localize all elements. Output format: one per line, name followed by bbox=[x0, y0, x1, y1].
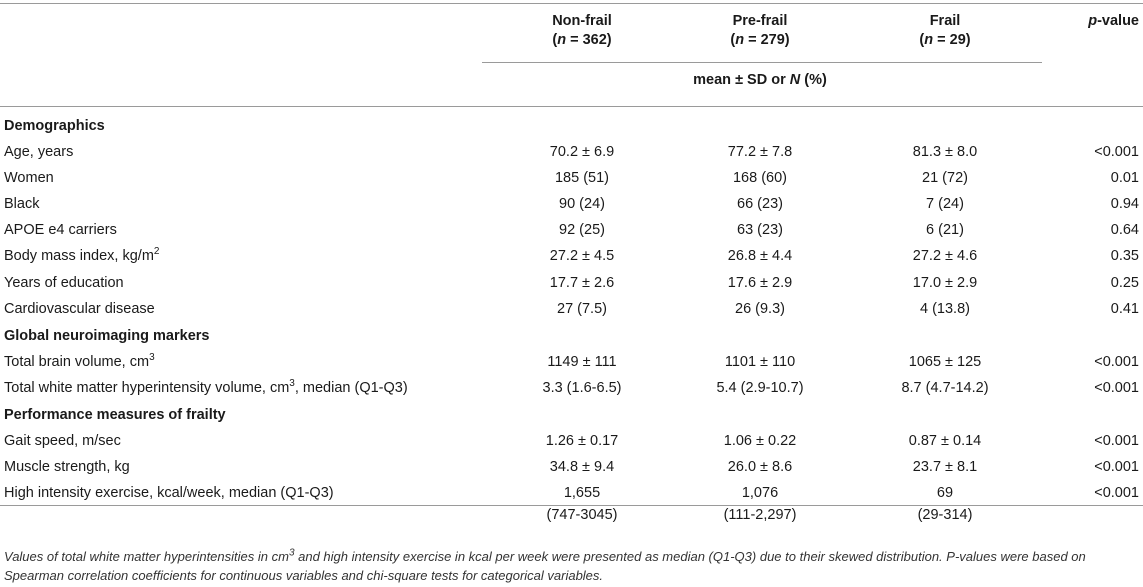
header-frail: Frail (n = 29) bbox=[919, 13, 971, 48]
section-title: Demographics bbox=[4, 118, 105, 134]
table-bottom-rule bbox=[0, 505, 1143, 506]
header-pvalue: p-value bbox=[1088, 13, 1139, 29]
section-title: Global neuroimaging markers bbox=[4, 328, 210, 344]
header-bottom-rule bbox=[0, 106, 1143, 107]
header-subrule bbox=[482, 62, 1042, 63]
header-stat-label: mean ± SD or N (%) bbox=[693, 72, 827, 88]
section-title: Performance measures of frailty bbox=[4, 407, 226, 423]
top-rule bbox=[0, 3, 1143, 4]
header-nonfrail: Non-frail (n = 362) bbox=[552, 13, 612, 48]
header-prefrail: Pre-frail (n = 279) bbox=[730, 13, 790, 48]
table-footnote: Values of total white matter hyperintens… bbox=[4, 547, 1086, 583]
